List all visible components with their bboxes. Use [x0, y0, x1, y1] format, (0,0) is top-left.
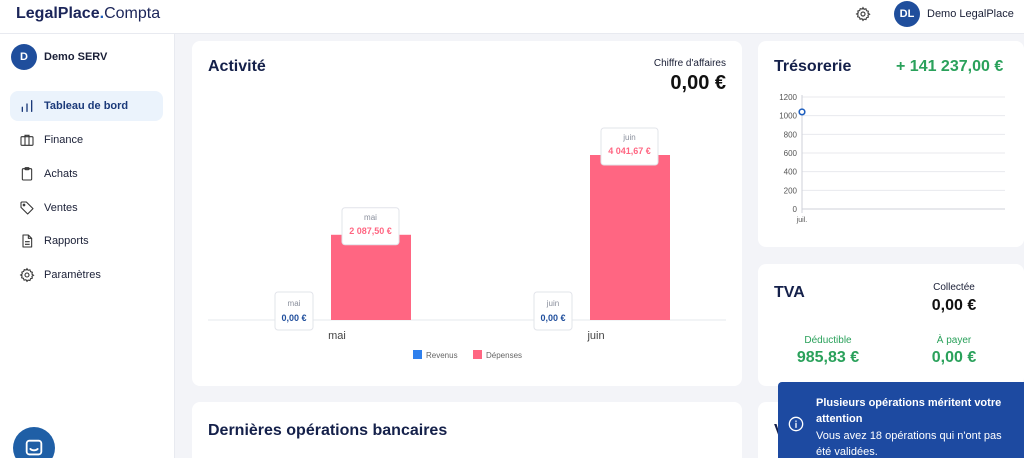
revenus-label-box-mai — [274, 291, 314, 331]
settings-gear-icon[interactable] — [855, 6, 871, 22]
y-tick-label-200: 200 — [784, 186, 798, 195]
sidebar: D Demo SERV Tableau de bord Finance Acha… — [0, 34, 175, 458]
sidebar-item-rapports[interactable]: Rapports — [10, 226, 163, 256]
treasury-value: + 141 237,00 € — [896, 58, 1004, 75]
treasury-card: Trésorerie + 141 237,00 € 0 200 400 600 800 1… — [758, 41, 1024, 247]
y-tick-label-0: 0 — [793, 205, 798, 214]
sidebar-item-label: Tableau de bord — [44, 100, 129, 112]
sidebar-item-tableau-de-bord[interactable]: Tableau de bord — [10, 91, 163, 121]
depenses-label-month-mai: mai — [364, 213, 377, 222]
x-tick-label-0: juil. — [796, 217, 808, 224]
legend-label-depenses: Dépenses — [486, 351, 522, 360]
notification-title: Plusieurs opérations méritent votre atte… — [816, 397, 1002, 425]
sidebar-item-achats[interactable]: Achats — [10, 159, 163, 189]
sidebar-item-parametres[interactable]: Paramètres — [10, 260, 163, 290]
legend-swatch-revenus — [413, 350, 422, 359]
bank-operations-card: Dernières opérations bancaires — [192, 402, 742, 458]
depenses-data-label-mai: 2 087,50 € — [349, 226, 392, 236]
tva-a-payer-label: À payer — [936, 335, 972, 346]
chat-launcher-button[interactable] — [13, 427, 55, 458]
revenus-label-box-juin — [533, 291, 573, 331]
bar-chart-icon — [21, 100, 33, 112]
gear-icon — [19, 267, 35, 283]
notification-body: Vous avez 18 opérations qui n'ont pas ét… — [816, 430, 1002, 458]
sidebar-item-label: Rapports — [44, 235, 89, 247]
depenses-bar-mai — [331, 234, 411, 320]
revenus-data-label-juin: 0,00 € — [540, 313, 565, 323]
info-icon — [788, 416, 804, 432]
company-avatar[interactable]: D — [11, 44, 37, 70]
document-icon — [22, 234, 33, 248]
treasury-line-chart: 0 200 400 600 800 1000 1200 juil. — [779, 93, 1005, 224]
y-tick-label-800: 800 — [784, 130, 798, 139]
x-tick-label-juin: juin — [586, 330, 604, 342]
y-tick-label-400: 400 — [784, 168, 798, 177]
depenses-data-label-juin: 4 041,67 € — [608, 146, 651, 156]
user-avatar[interactable]: DL — [894, 1, 920, 27]
tva-title: TVA — [774, 284, 805, 301]
depenses-label-box-juin — [600, 127, 659, 166]
revenue-label: Chiffre d'affaires — [653, 58, 726, 69]
y-tick-label-1200: 1200 — [779, 93, 797, 102]
tva-card: TVA Collectée 0,00 € Déductible 985,83 €… — [758, 264, 1024, 386]
briefcase-icon — [20, 134, 34, 146]
legend-label-revenus: Revenus — [426, 351, 458, 360]
treasury-data-point-0 — [798, 108, 806, 116]
legend-swatch-depenses — [473, 350, 482, 359]
app-logo[interactable]: LegalPlace.Compta — [16, 5, 160, 23]
logo-sub: Compta — [104, 5, 161, 22]
tag-icon — [20, 201, 34, 215]
top-bar: LegalPlace.Compta DL Demo LegalPlace — [0, 0, 1024, 34]
treasury-title: Trésorerie — [774, 58, 852, 75]
logo-dot: . — [99, 5, 105, 22]
sidebar-item-label: Ventes — [44, 202, 78, 214]
revenus-data-label-mai: 0,00 € — [281, 313, 306, 323]
user-name[interactable]: Demo LegalPlace — [927, 8, 1014, 20]
sidebar-item-label: Paramètres — [44, 269, 101, 281]
tva-deductible-label: Déductible — [804, 335, 852, 346]
revenue-value: 0,00 € — [670, 72, 726, 94]
sidebar-item-label: Finance — [44, 134, 84, 146]
y-tick-label-600: 600 — [784, 149, 798, 158]
activity-title: Activité — [208, 58, 266, 75]
revenus-label-month-juin: juin — [546, 299, 559, 308]
logo-main: LegalPlace — [16, 5, 100, 22]
sidebar-item-ventes[interactable]: Ventes — [10, 193, 163, 223]
sidebar-item-finance[interactable]: Finance — [10, 125, 163, 155]
attention-notification[interactable]: Plusieurs opérations méritent votre atte… — [778, 382, 1024, 458]
bank-operations-title: Dernières opérations bancaires — [208, 422, 448, 439]
revenus-label-month-mai: mai — [288, 299, 301, 308]
clipboard-icon — [21, 167, 33, 181]
x-tick-label-mai: mai — [328, 330, 346, 342]
sidebar-item-label: Achats — [44, 168, 78, 180]
activity-card: Activité Chiffre d'affaires 0,00 € mai 0,… — [192, 41, 742, 386]
tva-collectee-label: Collectée — [933, 282, 975, 293]
depenses-label-month-juin: juin — [622, 133, 635, 142]
tva-deductible-value: 985,83 € — [796, 349, 860, 366]
tva-a-payer-value: 0,00 € — [931, 349, 977, 366]
y-tick-label-1000: 1000 — [779, 112, 797, 121]
chat-icon — [25, 439, 43, 456]
tva-collectee-value: 0,00 € — [931, 297, 977, 314]
depenses-bar-juin — [590, 155, 670, 320]
depenses-label-box-mai — [341, 207, 400, 246]
company-name[interactable]: Demo SERV — [44, 51, 108, 63]
activity-bar-chart: mai 0,00 € mai 2 087,50 € mai juin 0,00 € juin 4… — [208, 127, 726, 360]
